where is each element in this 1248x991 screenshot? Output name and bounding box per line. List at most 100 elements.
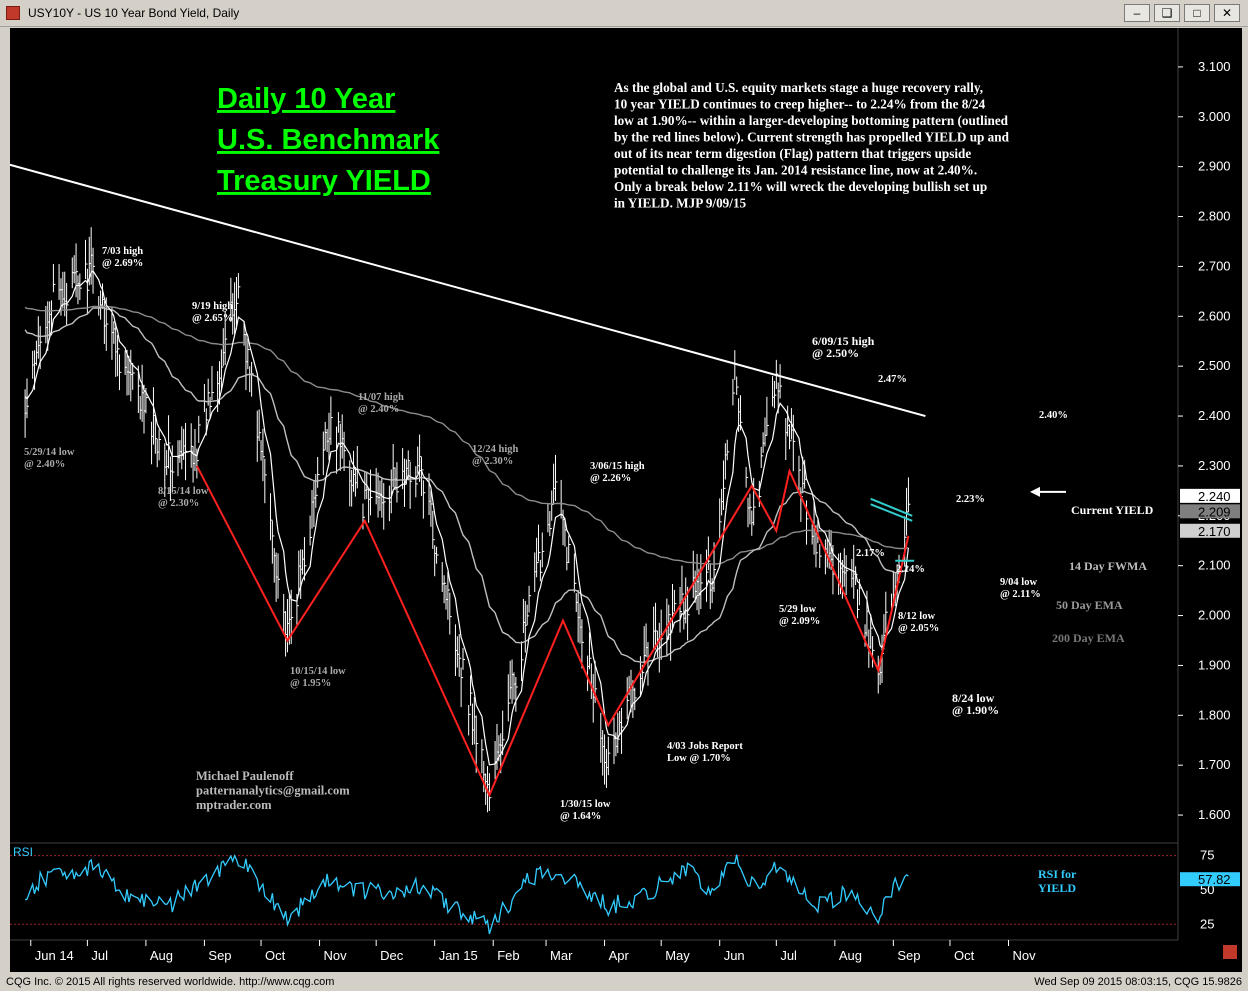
commentary-line: potential to challenge its Jan. 2014 res…: [614, 163, 977, 178]
y-tick-label: 2.600: [1198, 308, 1231, 323]
resistance-line: [10, 163, 926, 418]
annotation: 8/15/14 low: [158, 486, 209, 497]
y-tick-label: 3.100: [1198, 59, 1231, 74]
annotation: 2.23%: [956, 494, 985, 505]
x-tick-label: Nov: [1012, 948, 1036, 963]
arrow-head: [1030, 486, 1040, 497]
fwma-14-line: [24, 270, 909, 766]
x-tick-label: Jun: [724, 948, 745, 963]
annotation: 6/09/15 high: [812, 334, 875, 348]
annotation: Current YIELD: [1071, 503, 1154, 517]
window-title: USY10Y - US 10 Year Bond Yield, Daily: [28, 6, 240, 20]
x-tick-label: Jun 14: [35, 948, 74, 963]
y-tick-label: 1.800: [1198, 707, 1231, 722]
annotation: 8/12 low: [898, 611, 935, 622]
annotation: 2.14%: [896, 564, 925, 575]
y-tick-label: 2.900: [1198, 159, 1231, 174]
commentary-line: in YIELD. MJP 9/09/15: [614, 196, 747, 211]
annotation: 3/06/15 high: [590, 461, 645, 472]
annotation: @ 2.65%: [192, 313, 233, 324]
ema-200-line: [24, 305, 909, 565]
author-line: mptrader.com: [196, 798, 272, 812]
x-tick-label: Feb: [497, 948, 519, 963]
annotation: @ 2.30%: [158, 498, 199, 509]
rsi-line: [24, 853, 909, 935]
app-icon: [6, 6, 20, 20]
annotation: @ 2.26%: [590, 473, 631, 484]
maximize-button[interactable]: □: [1184, 4, 1210, 22]
x-tick-label: Sep: [208, 948, 231, 963]
chart-area[interactable]: 3.100 3.000 2.900 2.800 2.700 2.600 2.500 2.400…: [10, 28, 1242, 972]
rsi-tick-label: 25: [1200, 916, 1214, 931]
price-flag-label: 2.240: [1198, 489, 1231, 504]
annotation: @ 2.40%: [24, 459, 65, 470]
commentary-line: 10 year YIELD continues to creep higher-…: [614, 97, 986, 112]
status-bar: CQG Inc. © 2015 All rights reserved worl…: [0, 974, 1248, 991]
rsi-current-value: 57.82: [1198, 872, 1231, 887]
window-controls: – ❑ □ ✕: [1124, 4, 1240, 22]
annotation: 9/19 high: [192, 301, 233, 312]
annotation: 2.17%: [856, 548, 885, 559]
price-flag-label: 2.170: [1198, 524, 1231, 539]
annotation: @ 1.90%: [952, 703, 999, 717]
annotation: 5/29/14 low: [24, 447, 75, 458]
price-flag-label: 2.209: [1198, 504, 1231, 519]
y-tick-label: 2.400: [1198, 408, 1231, 423]
flag-upper-line: [870, 497, 913, 517]
price-chart[interactable]: 3.100 3.000 2.900 2.800 2.700 2.600 2.500 2.400…: [10, 28, 1242, 972]
annotation: @ 1.95%: [290, 678, 331, 689]
annotation: Low @ 1.70%: [667, 753, 731, 764]
chart-title-line: U.S. Benchmark: [217, 124, 440, 156]
restore-button[interactable]: ❑: [1154, 4, 1180, 22]
x-tick-label: Aug: [150, 948, 173, 963]
y-tick-label: 1.900: [1198, 657, 1231, 672]
y-tick-label: 2.100: [1198, 558, 1231, 573]
x-tick-label: Oct: [265, 948, 286, 963]
rsi-legend: RSI for: [1038, 867, 1077, 881]
price-flag: [1180, 504, 1240, 519]
commentary-line: by the red lines below). Current strengt…: [614, 130, 1010, 145]
rsi-tick-label: 75: [1200, 848, 1214, 863]
minimize-button[interactable]: –: [1124, 4, 1150, 22]
author-line: Michael Paulenoff: [196, 769, 294, 783]
y-tick-label: 2.700: [1198, 258, 1231, 273]
annotation: 4/03 Jobs Report: [667, 741, 743, 752]
annotation: 12/24 high: [472, 444, 519, 455]
ema-50-line: [24, 306, 909, 664]
y-tick-label: 2.800: [1198, 209, 1231, 224]
copyright-text: CQG Inc. © 2015 All rights reserved worl…: [6, 976, 335, 988]
annotation: @ 2.30%: [472, 456, 513, 467]
annotation: @ 2.69%: [102, 258, 143, 269]
x-tick-label: Jul: [91, 948, 108, 963]
author-line: patternanalytics@gmail.com: [196, 784, 350, 798]
bottoming-pattern-line: [196, 465, 910, 798]
annotation: 10/15/14 low: [290, 666, 346, 677]
scroll-right-button[interactable]: [1223, 945, 1237, 959]
annotation: @ 2.11%: [1000, 589, 1041, 600]
y-tick-label: 2.300: [1198, 458, 1231, 473]
annotation: 2.40%: [1039, 410, 1068, 421]
y-tick-label: 2.000: [1198, 608, 1231, 623]
commentary-line: Only a break below 2.11% will wreck the …: [614, 179, 987, 194]
y-tick-label: 2.500: [1198, 358, 1231, 373]
close-button[interactable]: ✕: [1214, 4, 1240, 22]
x-tick-label: Oct: [954, 948, 975, 963]
x-tick-label: Mar: [550, 948, 573, 963]
commentary-line: low at 1.90%-- within a larger-developin…: [614, 113, 1009, 128]
y-tick-label: 1.700: [1198, 757, 1231, 772]
annotation: 5/29 low: [779, 604, 816, 615]
annotation: 1/30/15 low: [560, 799, 611, 810]
flag-upper-line-2: [870, 503, 913, 522]
x-tick-label: Jul: [780, 948, 797, 963]
annotation: 8/24 low: [952, 691, 995, 705]
x-tick-label: Aug: [839, 948, 862, 963]
annotation: 200 Day EMA: [1052, 631, 1125, 645]
rsi-current-flag: [1180, 872, 1240, 887]
timestamp-text: Wed Sep 09 2015 08:03:15, CQG 15.9826: [1034, 976, 1242, 988]
annotation: @ 2.50%: [812, 346, 859, 360]
price-bars: [24, 227, 911, 813]
window-titlebar: USY10Y - US 10 Year Bond Yield, Daily – …: [0, 0, 1248, 27]
rsi-panel-label: RSI: [13, 845, 33, 859]
chart-title-line: Treasury YIELD: [217, 165, 431, 197]
annotation: 9/04 low: [1000, 577, 1037, 588]
